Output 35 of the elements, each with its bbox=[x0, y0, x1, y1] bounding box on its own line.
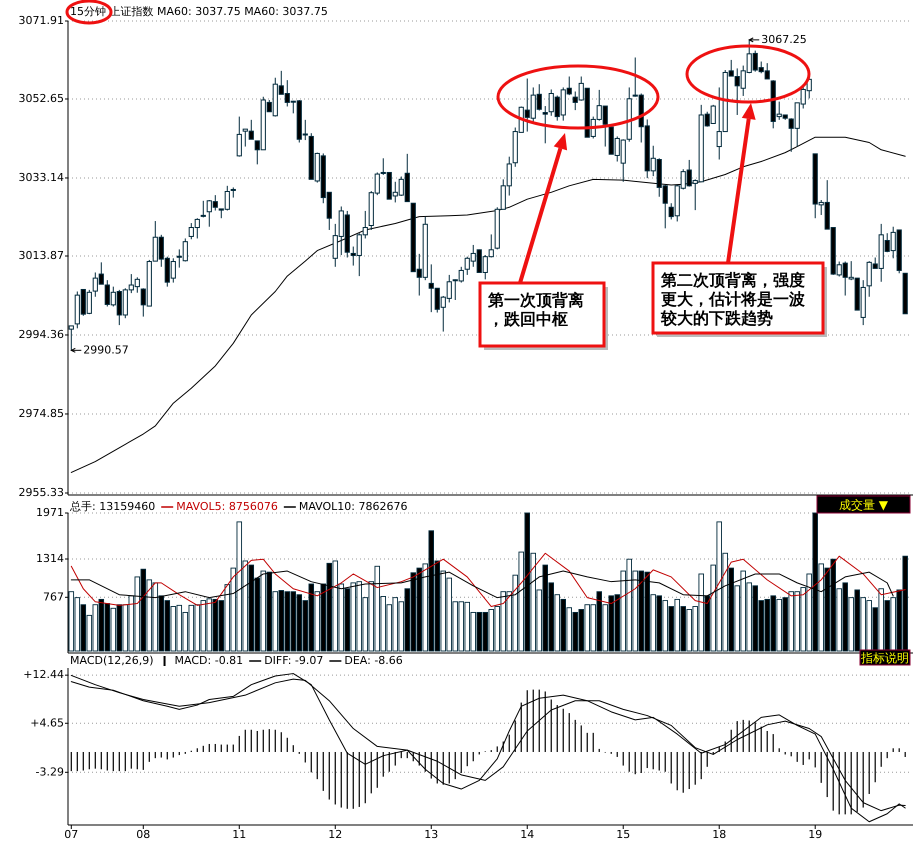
legend-label: MAVOL10: 7862676 bbox=[298, 500, 408, 514]
legend-label: DIFF: -9.07 bbox=[264, 654, 324, 668]
legend-label: MACD: -0.81 bbox=[174, 654, 244, 668]
annotation: 第二次顶背离，强度更大，估计将是一波较大的下跌趋势 bbox=[660, 270, 805, 328]
y-tick-label: 3033.14 bbox=[18, 170, 64, 184]
y-tick-label: +12.44 bbox=[23, 668, 64, 682]
legend-label: MAVOL5: 8756076 bbox=[176, 500, 278, 514]
y-tick-label: 3052.65 bbox=[18, 92, 64, 105]
y-tick-label: 2955.33 bbox=[18, 486, 64, 500]
legend-label: DEA: -8.66 bbox=[344, 654, 403, 668]
annotation: 指标说明 bbox=[860, 650, 909, 665]
y-tick-label: -3.29 bbox=[36, 765, 64, 778]
x-tick-label: 07 bbox=[64, 828, 78, 841]
x-tick-label: 11 bbox=[232, 828, 246, 841]
chart-title: MACD(12,26,9) bbox=[70, 654, 154, 668]
y-tick-label: 2994.36 bbox=[18, 328, 64, 341]
y-tick-label: 1314 bbox=[36, 552, 64, 566]
annotation: 2990.57 bbox=[83, 343, 129, 356]
x-tick-label: 19 bbox=[808, 828, 822, 841]
chart-title: 总手: 13159460 bbox=[69, 500, 156, 514]
y-tick-label: 767 bbox=[43, 590, 64, 604]
y-tick-label: 3013.87 bbox=[18, 248, 64, 262]
y-tick-label: 3071.91 bbox=[18, 14, 64, 28]
x-tick-label: 08 bbox=[136, 828, 150, 841]
x-tick-label: 15 bbox=[616, 828, 630, 841]
x-tick-label: 13 bbox=[424, 828, 438, 841]
y-tick-label: +4.65 bbox=[30, 716, 64, 730]
text: 成交量 ▼ bbox=[838, 498, 889, 512]
annotation: 第一次顶背离，跌回中枢 bbox=[487, 290, 584, 328]
x-tick-label: 18 bbox=[712, 828, 726, 841]
x-tick-label: 12 bbox=[328, 828, 342, 841]
y-tick-label: 1971 bbox=[36, 506, 64, 520]
x-tick-label: 14 bbox=[520, 828, 534, 841]
annotation: 3067.25 bbox=[761, 32, 807, 46]
y-tick-label: 2974.85 bbox=[18, 406, 64, 420]
